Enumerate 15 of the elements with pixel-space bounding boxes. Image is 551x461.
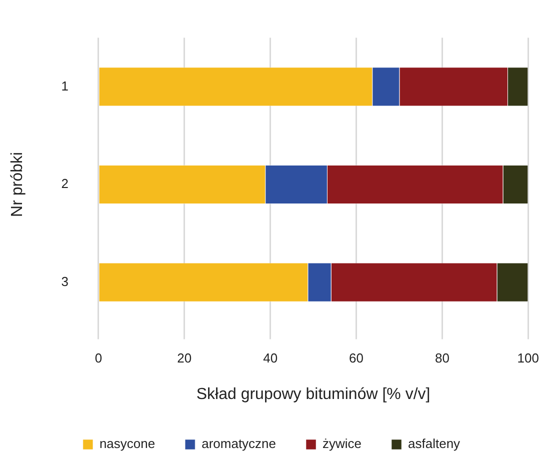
- legend-label: aromatyczne: [202, 436, 276, 452]
- legend-label: asfalteny: [408, 436, 461, 452]
- y-axis-title: Nr próbki: [9, 152, 26, 217]
- y-tick-label: 2: [61, 176, 68, 192]
- x-tick-label: 0: [94, 350, 102, 366]
- legend-label: nasycone: [99, 436, 156, 452]
- x-tick-label: 20: [177, 350, 192, 366]
- x-axis-title: Skład grupowy bituminów [% v/v]: [196, 386, 430, 403]
- y-tick-label: 1: [61, 78, 68, 94]
- x-tick-label: 60: [349, 350, 364, 366]
- y-tick-label: 3: [61, 274, 68, 289]
- x-tick-label: 40: [263, 350, 278, 366]
- x-tick-label: 100: [517, 350, 540, 366]
- x-tick-label: 80: [434, 350, 450, 366]
- legend-label: żywice: [322, 436, 362, 452]
